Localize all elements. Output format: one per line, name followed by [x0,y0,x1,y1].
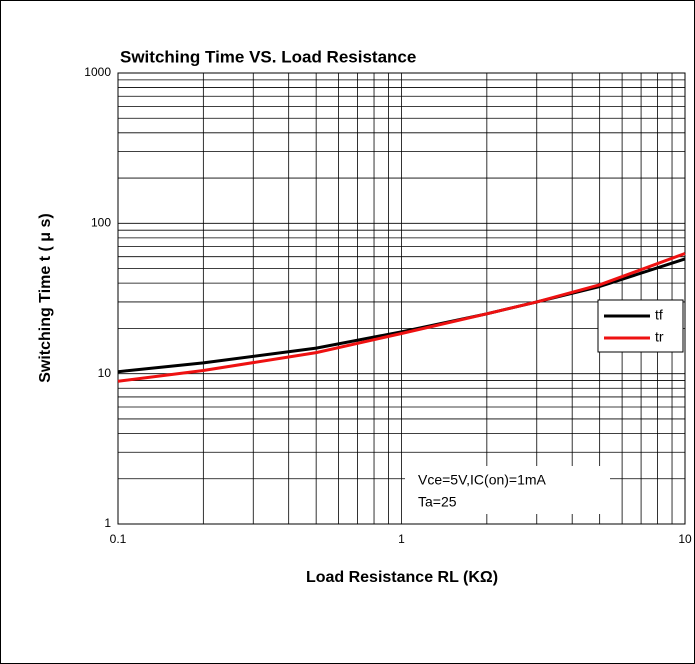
annotation-box [405,466,610,514]
annotation: Vce=5V,IC(on)=1mA [418,472,547,488]
x-axis-label: Load Resistance RL (KΩ) [306,569,498,586]
x-tick-label: 10 [678,532,692,546]
y-tick-label: 10 [98,366,112,380]
annotation: Ta=25 [418,494,457,510]
x-tick-label: 1 [398,532,405,546]
legend-box [597,299,684,353]
y-tick-label: 1000 [84,65,111,79]
y-tick-label: 100 [91,216,111,230]
series-line [117,252,686,383]
y-axis-label: Switching Time t ( μ s) [37,213,54,383]
x-tick-label: 0.1 [110,532,127,546]
legend-label: tf [655,307,663,323]
legend-label: tr [655,329,664,345]
y-tick-label: 1 [104,516,111,530]
chart-title: Switching Time VS. Load Resistance [120,47,416,66]
